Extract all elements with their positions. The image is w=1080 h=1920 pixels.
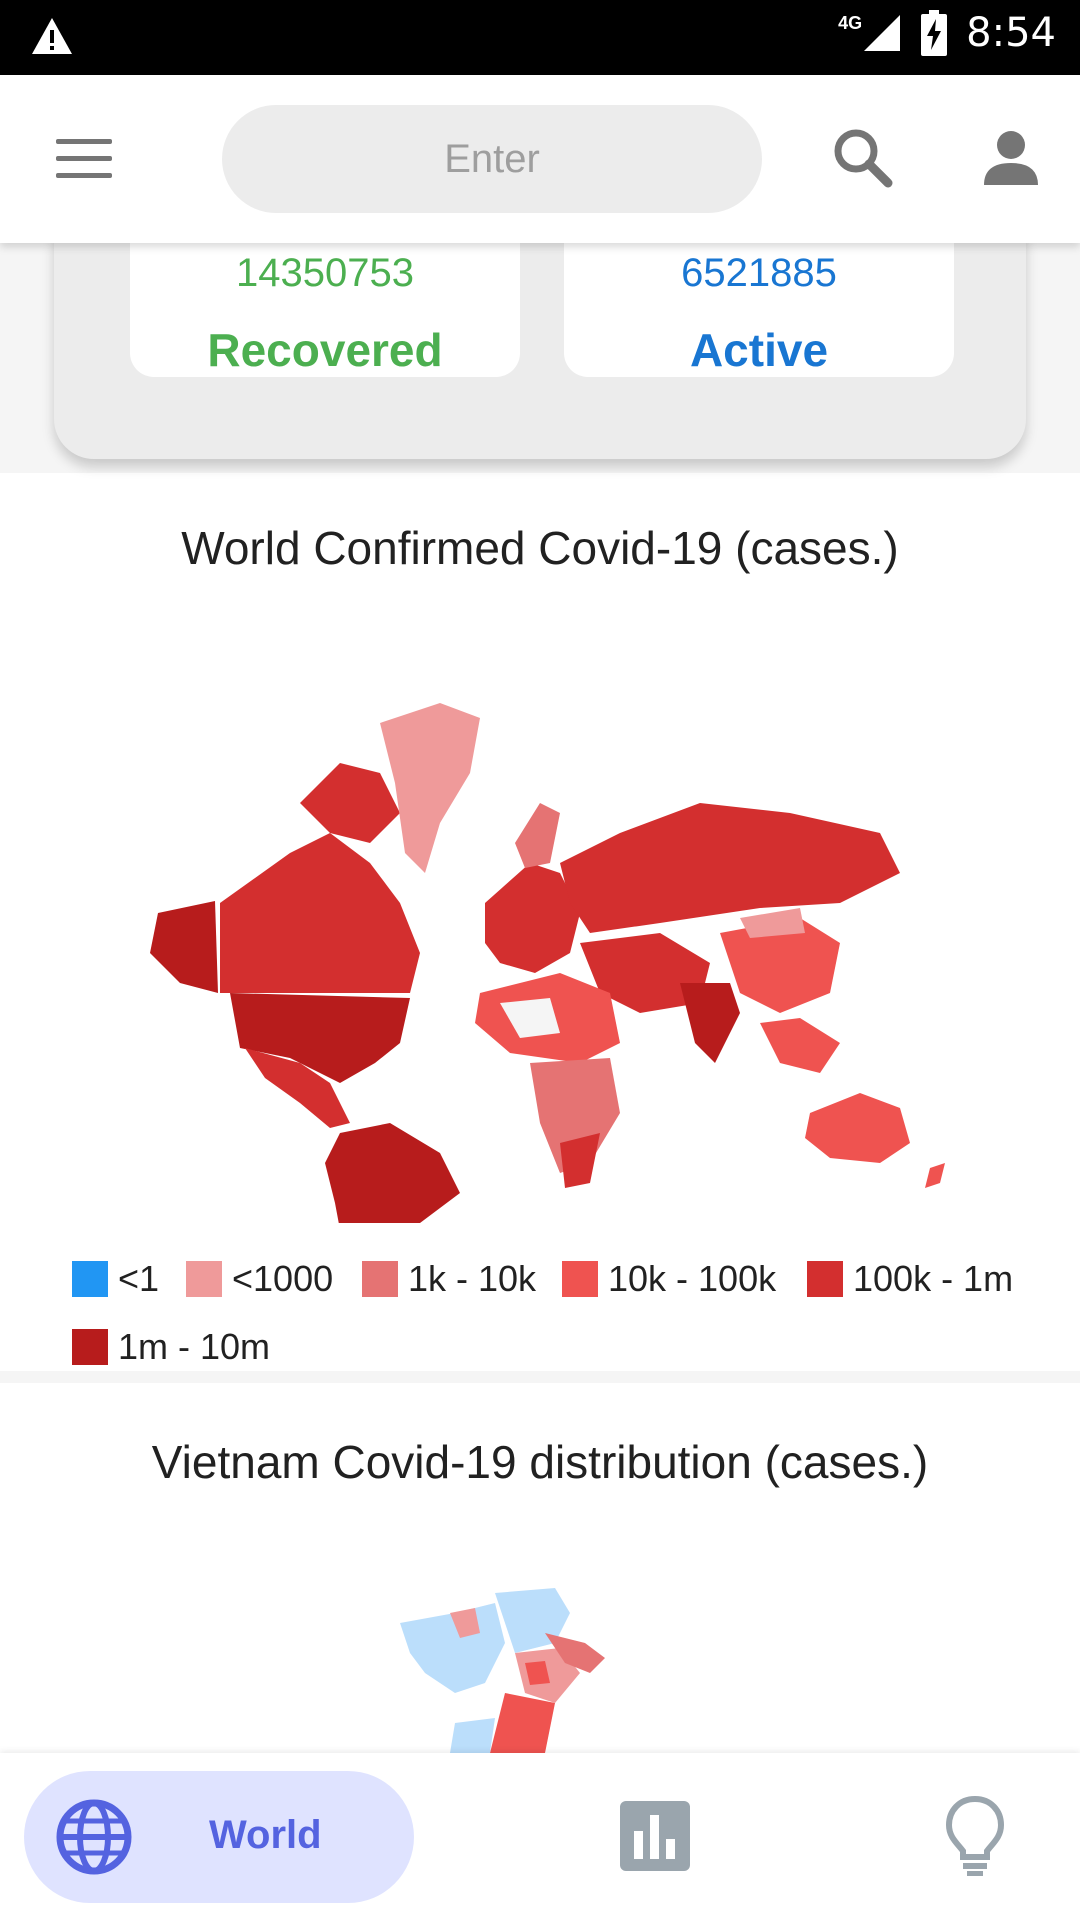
menu-icon[interactable] bbox=[56, 139, 112, 179]
legend-item: 1k - 10k bbox=[362, 1258, 536, 1300]
region-australia bbox=[805, 1093, 910, 1163]
stats-section: 14350753 Recovered 6521885 Active bbox=[0, 243, 1080, 473]
network-type: 4G bbox=[838, 12, 863, 33]
active-stat: 6521885 Active bbox=[564, 243, 954, 377]
legend-swatch bbox=[807, 1261, 843, 1297]
legend-item: 1m - 10m bbox=[72, 1326, 270, 1368]
region-vn-north-west bbox=[400, 1603, 505, 1693]
search-icon[interactable] bbox=[828, 123, 898, 193]
vietnam-map[interactable] bbox=[395, 1583, 635, 1753]
vietnam-chart-title: Vietnam Covid-19 distribution (cases.) bbox=[151, 1436, 929, 1488]
legend-label: <1 bbox=[118, 1258, 160, 1299]
region-vn-coast bbox=[545, 1633, 605, 1673]
legend-label: <1000 bbox=[232, 1258, 334, 1299]
recovered-count: 14350753 bbox=[236, 251, 414, 295]
region-vn-thanh-hoa bbox=[490, 1693, 555, 1753]
region-russia bbox=[560, 803, 900, 933]
active-label: Active bbox=[689, 324, 829, 376]
legend-label: 10k - 100k bbox=[608, 1258, 777, 1299]
region-mexico bbox=[245, 1048, 350, 1128]
legend-swatch bbox=[186, 1261, 222, 1297]
legend-swatch bbox=[72, 1261, 108, 1297]
legend-swatch bbox=[362, 1261, 398, 1297]
legend-item: 100k - 1m bbox=[807, 1258, 1013, 1300]
legend-item: <1 bbox=[72, 1258, 159, 1300]
region-scandinavia bbox=[515, 803, 560, 868]
region-mongolia bbox=[740, 908, 805, 938]
lightbulb-icon[interactable] bbox=[945, 1795, 1005, 1877]
legend-item: 10k - 100k bbox=[562, 1258, 776, 1300]
nav-world-label: World bbox=[209, 1813, 322, 1857]
region-greenland bbox=[380, 703, 480, 873]
legend-label: 1k - 10k bbox=[408, 1258, 537, 1299]
legend-item: <1000 bbox=[186, 1258, 333, 1300]
legend-swatch bbox=[562, 1261, 598, 1297]
search-input[interactable] bbox=[222, 105, 762, 213]
region-canada bbox=[220, 833, 420, 993]
region-new-zealand bbox=[925, 1163, 945, 1188]
signal-icon bbox=[864, 15, 901, 51]
section-divider bbox=[0, 1371, 1080, 1383]
region-arctic-islands bbox=[300, 763, 400, 843]
legend-label: 1m - 10m bbox=[118, 1326, 271, 1367]
region-africa-south bbox=[560, 1133, 600, 1188]
bottom-navigation: World bbox=[0, 1753, 1080, 1920]
region-se-asia bbox=[760, 1018, 840, 1073]
region-vn-south-west bbox=[450, 1718, 495, 1753]
region-middle-east bbox=[580, 933, 710, 1013]
warning-icon bbox=[32, 18, 72, 54]
content-scroll[interactable]: 14350753 Recovered 6521885 Active World … bbox=[0, 243, 1080, 1753]
globe-icon bbox=[56, 1799, 132, 1875]
status-bar: 4G 8:54 bbox=[0, 0, 1080, 75]
region-usa bbox=[230, 993, 410, 1083]
nav-world-tab[interactable]: World bbox=[24, 1771, 414, 1903]
world-chart-title: World Confirmed Covid-19 (cases.) bbox=[181, 522, 899, 574]
region-vn-hanoi bbox=[525, 1661, 550, 1685]
region-europe bbox=[485, 863, 580, 973]
active-count: 6521885 bbox=[681, 251, 837, 295]
battery-charging-icon bbox=[921, 10, 948, 56]
stats-card: 14350753 Recovered 6521885 Active bbox=[54, 243, 1026, 459]
account-icon[interactable] bbox=[976, 123, 1046, 193]
region-alaska bbox=[150, 901, 218, 993]
region-india bbox=[680, 983, 740, 1063]
legend-label: 100k - 1m bbox=[853, 1258, 1014, 1299]
recovered-stat: 14350753 Recovered bbox=[130, 243, 520, 377]
legend-swatch bbox=[72, 1329, 108, 1365]
region-africa-sahel bbox=[500, 998, 560, 1038]
bar-chart-icon[interactable] bbox=[620, 1801, 690, 1871]
clock: 8:54 bbox=[966, 10, 1056, 56]
recovered-label: Recovered bbox=[207, 324, 443, 376]
world-map[interactable] bbox=[140, 663, 960, 1223]
region-china bbox=[720, 918, 840, 1013]
app-bar bbox=[0, 75, 1080, 243]
region-south-america bbox=[325, 1123, 460, 1223]
region-vn-lao-cai bbox=[450, 1608, 480, 1638]
